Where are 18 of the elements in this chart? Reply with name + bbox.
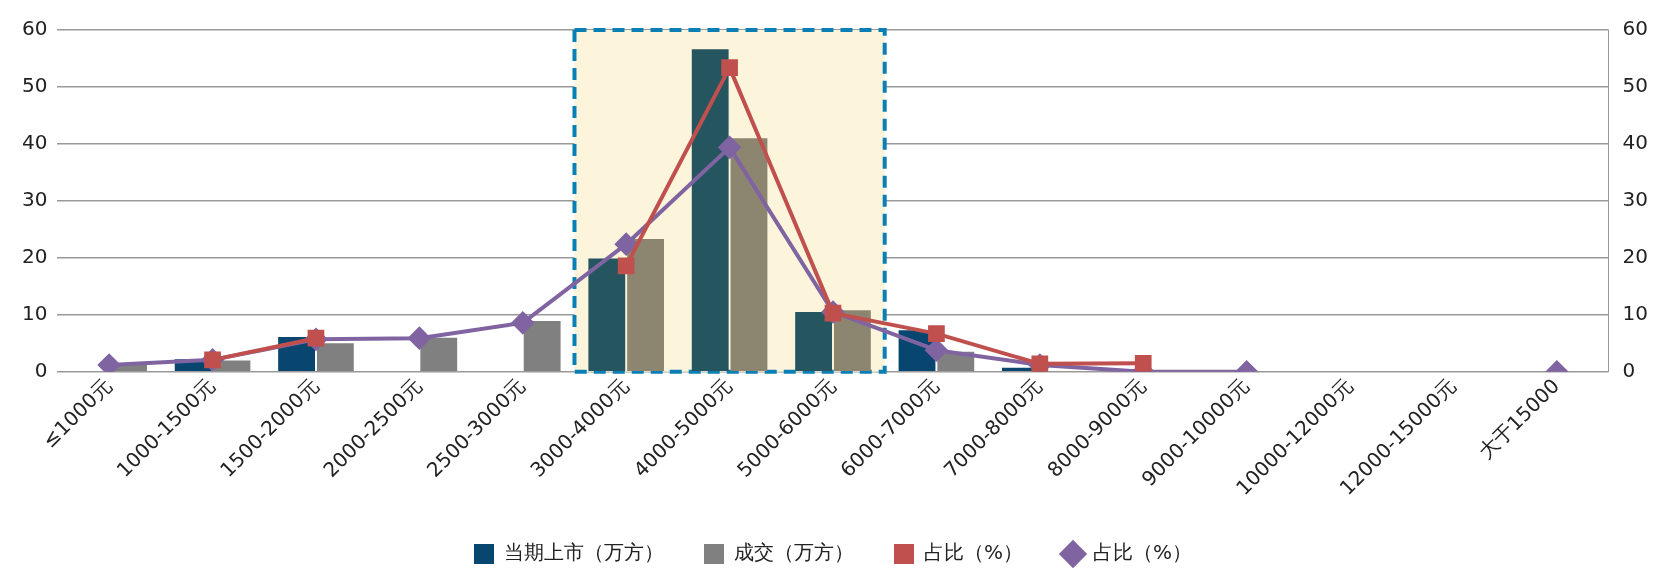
legend-label: 当期上市（万方）: [504, 540, 664, 565]
y2-tick-label: 40: [1622, 130, 1648, 155]
y2-tick-label: 30: [1622, 187, 1648, 212]
y2-tick-label: 0: [1622, 358, 1636, 383]
y2-tick-label: 20: [1622, 244, 1648, 269]
y-tick-label: 50: [22, 73, 48, 98]
y-tick-label: 60: [22, 16, 48, 41]
y-tick-label: 0: [34, 358, 48, 383]
legend-label: 占比（%）: [924, 540, 1024, 565]
y-tick-label: 40: [22, 130, 48, 155]
legend-label: 成交（万方）: [734, 540, 854, 565]
legend-label: 占比（%）: [1093, 540, 1193, 565]
y2-tick-label: 50: [1622, 73, 1648, 98]
y-tick-label: 10: [22, 301, 48, 326]
y-tick-label: 20: [22, 244, 48, 269]
y2-tick-label: 10: [1622, 301, 1648, 326]
y2-tick-label: 60: [1622, 16, 1648, 41]
y-tick-label: 30: [22, 187, 48, 212]
